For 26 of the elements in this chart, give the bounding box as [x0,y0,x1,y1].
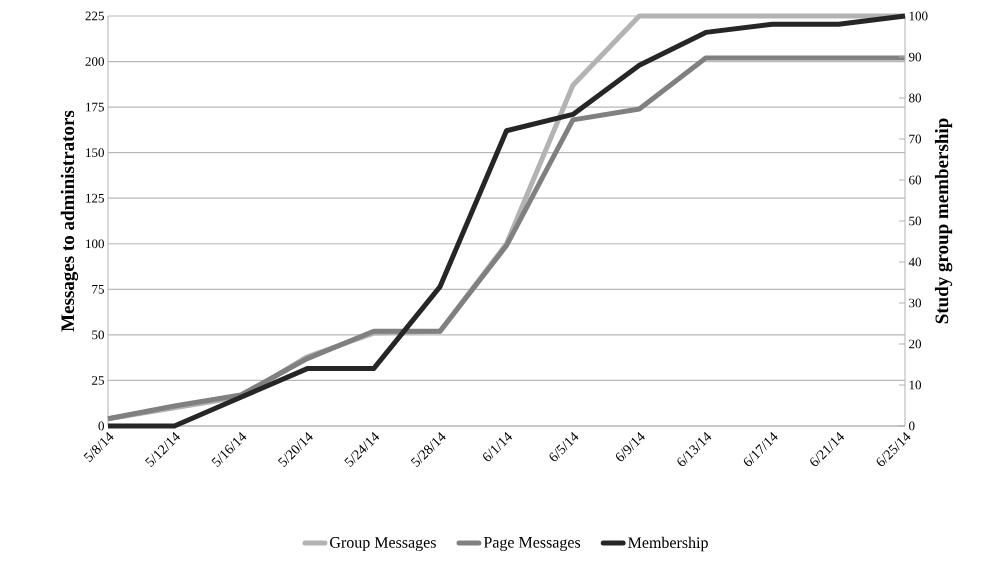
y2-tick-label: 50 [909,216,922,226]
y2-tick-label: 70 [909,134,922,144]
y-tick-label: 0 [98,421,104,431]
y2-tick-label: 80 [909,93,922,103]
y2-tick-label: 30 [909,298,922,308]
legend-label: Membership [628,536,708,552]
y2-tick-label: 60 [909,175,922,185]
legend-label: Group Messages [330,537,436,552]
y2-axis-title: Study group membership [934,118,953,324]
y-tick-label: 75 [92,285,104,294]
y-tick-label: 150 [86,148,104,158]
y2-tick-label: 100 [909,11,928,21]
y2-tick-label: 40 [908,257,922,267]
y-tick-label: 25 [92,376,104,385]
y-tick-label: 100 [86,239,104,249]
y-axis-title: Messages to administrators [60,110,79,332]
y-tick-label: 200 [85,57,104,66]
y-tick-label: 50 [92,330,104,340]
legend-label: Page Messages [483,537,581,552]
y2-tick-label: 0 [909,421,915,431]
y2-tick-label: 10 [909,380,922,390]
y-tick-label: 125 [86,193,104,203]
y2-tick-label: 20 [909,339,922,349]
y-tick-label: 175 [86,102,104,112]
y2-tick-label: 90 [908,52,922,62]
y-tick-label: 225 [85,11,104,21]
